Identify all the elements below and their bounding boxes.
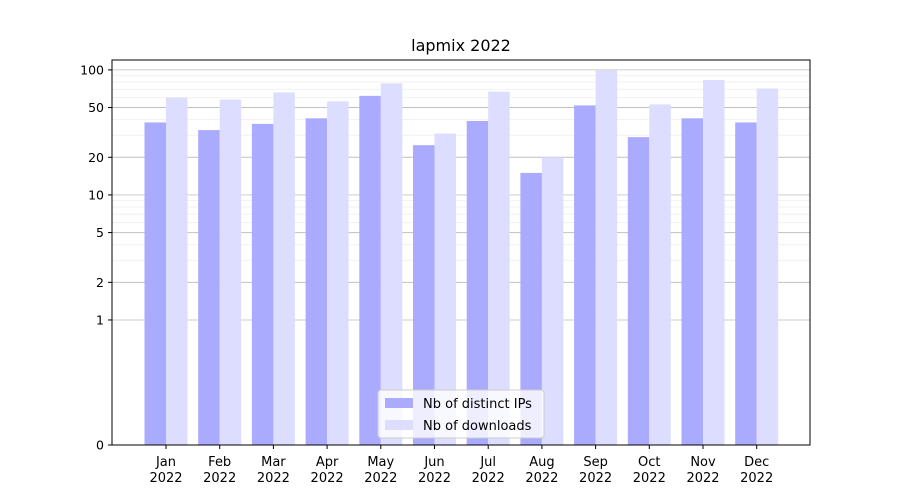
x-tick-label-month: Jun bbox=[423, 455, 444, 470]
plot-frame bbox=[111, 59, 811, 446]
x-tick-label-month: Jul bbox=[479, 455, 496, 470]
x-tick-label-year: 2022 bbox=[740, 471, 773, 486]
y-tick-label: 1 bbox=[96, 312, 104, 327]
bar-distinct-ips bbox=[520, 172, 542, 445]
bar-distinct-ips bbox=[413, 145, 435, 445]
y-tick-label: 0 bbox=[96, 438, 104, 453]
x-tick-label-year: 2022 bbox=[149, 471, 182, 486]
bar-downloads bbox=[434, 133, 456, 445]
y-tick-label: 50 bbox=[88, 100, 104, 115]
x-tick-label-month: Dec bbox=[744, 455, 769, 470]
bar-downloads bbox=[649, 104, 671, 445]
x-tick-label-month: Sep bbox=[583, 455, 608, 470]
bars-layer bbox=[144, 70, 779, 446]
bar-downloads bbox=[703, 80, 725, 445]
legend: Nb of distinct IPs Nb of downloads bbox=[377, 389, 545, 439]
y-tick-label: 20 bbox=[88, 150, 104, 165]
legend-label-ips: Nb of distinct IPs bbox=[423, 397, 532, 412]
y-tick-label: 100 bbox=[80, 62, 104, 77]
bar-downloads bbox=[327, 101, 349, 445]
x-tick-label-month: May bbox=[367, 455, 394, 470]
y-tick-label: 2 bbox=[96, 275, 104, 290]
x-tick-label-year: 2022 bbox=[311, 471, 344, 486]
bar-downloads bbox=[541, 157, 564, 445]
bar-downloads bbox=[273, 92, 295, 446]
legend-swatch-downloads bbox=[385, 420, 413, 430]
bar-downloads bbox=[756, 88, 779, 446]
bar-distinct-ips bbox=[627, 137, 650, 445]
x-tick-label-month: Jan bbox=[155, 455, 176, 470]
chart-title: lapmix 2022 bbox=[411, 36, 511, 55]
x-tick-label-month: Nov bbox=[690, 455, 716, 470]
bar-downloads bbox=[595, 70, 618, 445]
bar-downloads bbox=[380, 83, 403, 445]
bar-distinct-ips bbox=[305, 118, 328, 445]
x-tick-label-year: 2022 bbox=[686, 471, 719, 486]
x-tick-label-month: Apr bbox=[316, 455, 339, 470]
bar-distinct-ips bbox=[251, 123, 274, 445]
x-tick-label-month: Oct bbox=[638, 455, 660, 470]
bar-distinct-ips bbox=[681, 118, 703, 445]
x-tick-label-year: 2022 bbox=[418, 471, 451, 486]
y-tick-label: 10 bbox=[88, 187, 104, 202]
x-tick-label-year: 2022 bbox=[579, 471, 612, 486]
bar-distinct-ips bbox=[198, 130, 220, 445]
x-tick-label-year: 2022 bbox=[203, 471, 236, 486]
x-tick-label-year: 2022 bbox=[525, 471, 558, 486]
legend-swatch-ips bbox=[385, 398, 413, 408]
x-tick-label-month: Mar bbox=[261, 455, 286, 470]
bar-distinct-ips bbox=[466, 121, 489, 446]
x-tick-label-year: 2022 bbox=[257, 471, 290, 486]
bar-downloads bbox=[488, 91, 510, 445]
bar-distinct-ips bbox=[574, 105, 596, 446]
bar-downloads bbox=[219, 99, 242, 446]
bar-distinct-ips bbox=[735, 122, 757, 445]
x-tick-label-month: Aug bbox=[529, 455, 554, 470]
legend-label-downloads: Nb of downloads bbox=[423, 419, 532, 434]
x-tick-label-year: 2022 bbox=[633, 471, 666, 486]
x-tick-label-month: Feb bbox=[208, 455, 231, 470]
y-tick-label: 5 bbox=[96, 225, 104, 240]
bar-distinct-ips bbox=[359, 95, 381, 446]
bar-downloads bbox=[166, 97, 188, 445]
x-tick-label-year: 2022 bbox=[472, 471, 505, 486]
x-tick-label-year: 2022 bbox=[364, 471, 397, 486]
bar-distinct-ips bbox=[144, 122, 166, 445]
legend-box bbox=[377, 389, 545, 439]
axis-layer: 0125102050100Jan2022Feb2022Mar2022Apr202… bbox=[80, 62, 773, 486]
